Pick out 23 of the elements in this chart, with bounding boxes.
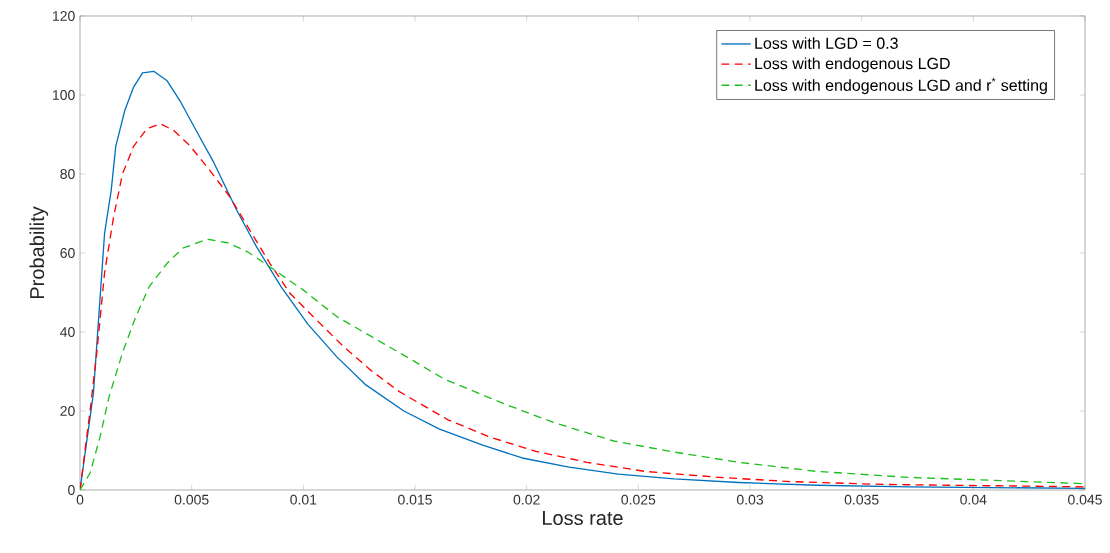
y-tick-label: 20 — [60, 406, 75, 416]
x-tick-label: 0.045 — [1068, 494, 1102, 505]
x-axis-title: Loss rate — [543, 511, 623, 526]
y-axis-title: Probability — [29, 206, 49, 299]
x-tick-label: 0.02 — [513, 494, 540, 505]
legend-label: Loss with endogenous LGD — [755, 57, 950, 73]
x-tick-label: 0.035 — [844, 494, 879, 505]
legend-label: Loss with LGD = 0.3 — [755, 37, 898, 49]
line-series — [80, 238, 1085, 490]
x-tick-label: 0.025 — [621, 494, 656, 505]
y-tick-label: 80 — [60, 169, 75, 179]
x-tick-label: 0 — [76, 494, 84, 505]
y-tick-label: 100 — [53, 90, 75, 100]
legend-label: Loss with endogenous LGD and r$^{*}$ setting — [755, 77, 1047, 95]
y-tick-label: 60 — [60, 248, 75, 258]
y-tick-label: 120 — [53, 11, 75, 21]
x-tick-label: 0.015 — [398, 494, 432, 505]
y-tick-label: 0 — [68, 485, 75, 495]
x-tick-label: 0.01 — [290, 494, 317, 505]
x-tick-label: 0.005 — [174, 494, 209, 505]
x-tick-label: 0.04 — [960, 494, 987, 505]
x-tick-label: 0.03 — [736, 494, 764, 505]
y-tick-label: 40 — [60, 327, 75, 337]
